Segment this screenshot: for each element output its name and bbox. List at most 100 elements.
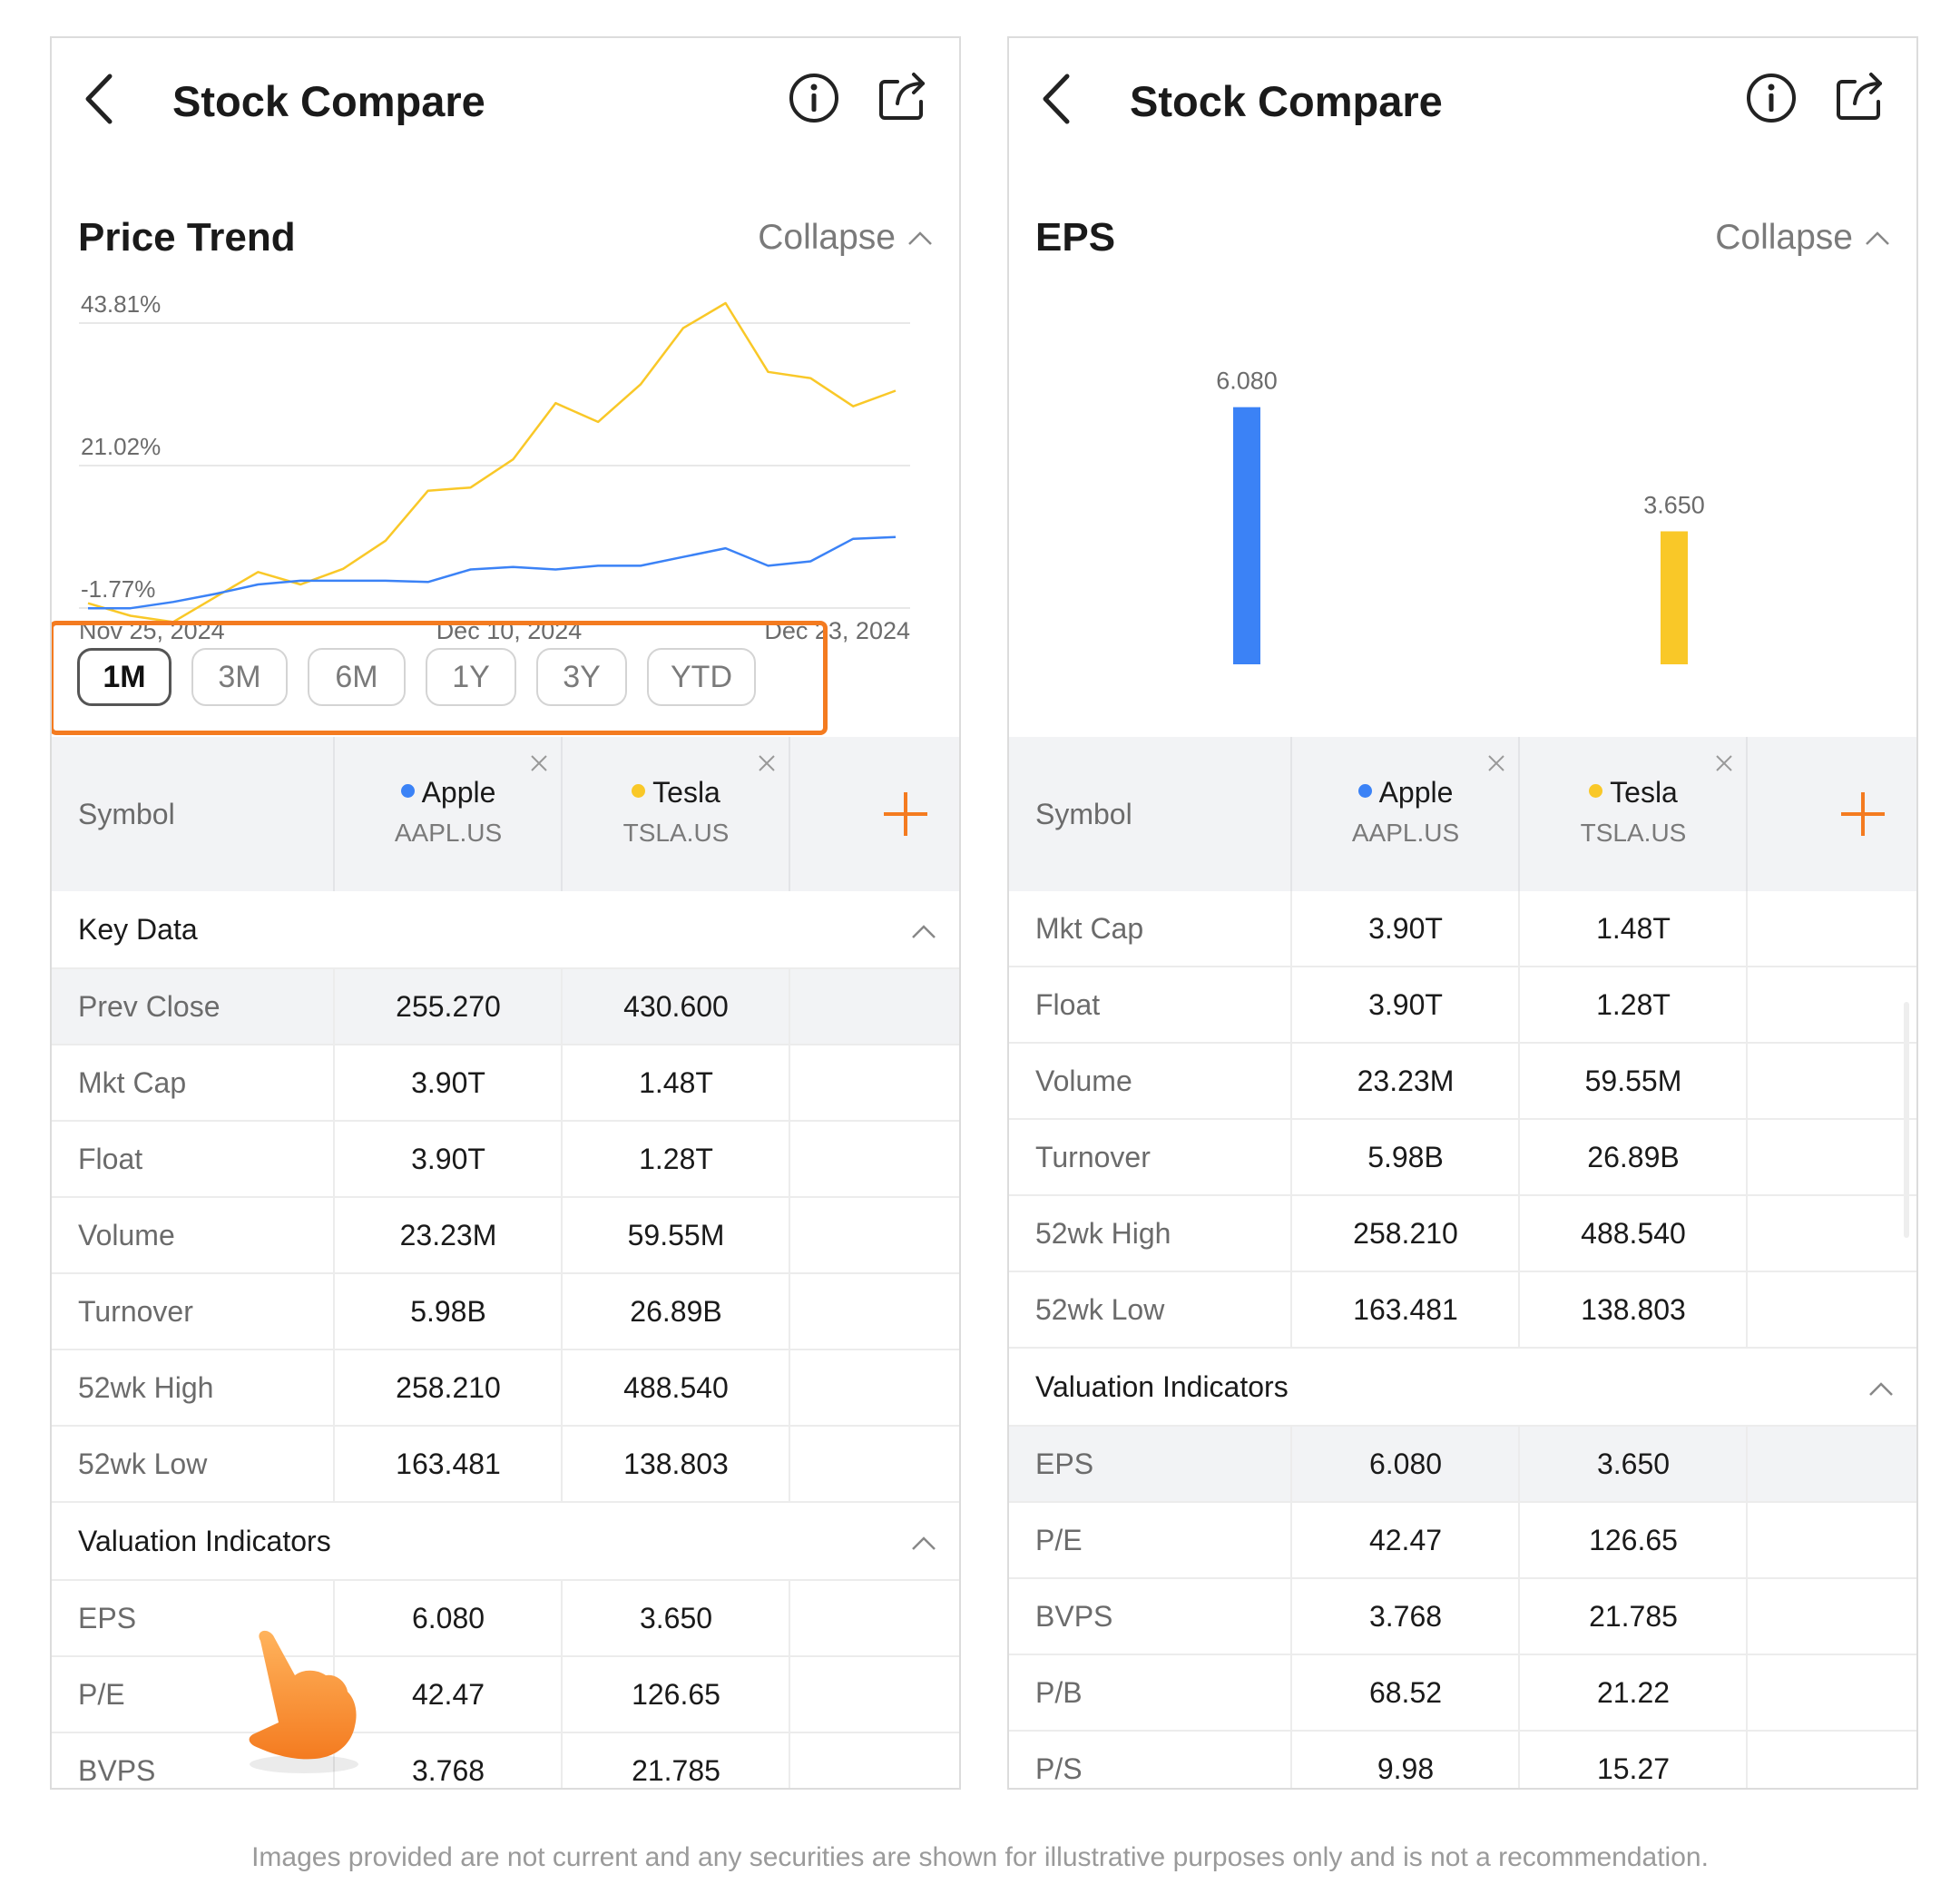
column-divider <box>1290 1427 1292 1503</box>
value-tesla: 26.89B <box>630 1295 722 1328</box>
column-divider <box>333 1733 335 1788</box>
table-row[interactable]: Turnover 5.98B 26.89B <box>52 1274 959 1350</box>
group-valuation[interactable]: Valuation Indicators <box>1009 1349 1916 1427</box>
range-selector-highlight <box>52 621 828 735</box>
table-row[interactable]: P/E 42.47 126.65 <box>52 1657 959 1733</box>
chevron-up-icon <box>1869 1382 1893 1396</box>
value-tesla: 126.65 <box>1589 1524 1678 1556</box>
value-tesla: 21.22 <box>1596 1676 1671 1709</box>
share-icon[interactable] <box>1833 69 1887 123</box>
table-row[interactable]: P/S 9.98 15.27 <box>1009 1732 1916 1788</box>
remove-stock-icon[interactable] <box>1714 753 1734 773</box>
value-tesla: 1.48T <box>1596 912 1671 945</box>
value-tesla: 1.28T <box>1596 988 1671 1021</box>
collapse-button[interactable]: Collapse <box>1715 212 1891 263</box>
add-stock-icon[interactable] <box>1838 790 1887 839</box>
table-row[interactable]: P/E 42.47 126.65 <box>1009 1503 1916 1579</box>
value-apple: 3.768 <box>411 1754 485 1787</box>
table-row[interactable]: EPS 6.080 3.650 <box>52 1581 959 1657</box>
row-label: P/E <box>78 1678 125 1711</box>
row-label: 52wk High <box>78 1371 214 1404</box>
column-divider <box>789 1657 790 1733</box>
row-label: 52wk High <box>1035 1217 1171 1250</box>
group-valuation[interactable]: Valuation Indicators <box>52 1503 959 1581</box>
apple-color-dot <box>1357 784 1372 799</box>
stock-code: AAPL.US <box>1351 819 1460 847</box>
value-apple: 3.90T <box>411 1066 485 1099</box>
value-tesla: 488.540 <box>1581 1217 1686 1250</box>
page-title: Stock Compare <box>1130 77 1443 125</box>
column-divider <box>333 737 335 891</box>
table-row[interactable]: BVPS 3.768 21.785 <box>52 1733 959 1788</box>
group-key-data[interactable]: Key Data <box>52 891 959 969</box>
column-divider <box>561 1274 563 1350</box>
value-apple: 42.47 <box>411 1678 485 1711</box>
table-row[interactable]: 52wk Low 163.481 138.803 <box>52 1427 959 1503</box>
value-apple: 3.90T <box>1368 988 1443 1021</box>
column-divider <box>333 969 335 1045</box>
table-row[interactable]: BVPS 3.768 21.785 <box>1009 1579 1916 1655</box>
column-divider <box>789 1122 790 1198</box>
symbol-label: Symbol <box>78 798 175 830</box>
column-divider <box>561 1427 563 1503</box>
range-button-ytd[interactable]: YTD <box>647 648 756 706</box>
column-divider <box>333 1350 335 1427</box>
back-arrow-icon[interactable] <box>1034 69 1080 129</box>
table-row[interactable]: P/B 68.52 21.22 <box>1009 1655 1916 1732</box>
stock-column-apple[interactable]: Apple AAPL.US <box>335 737 562 891</box>
scrollbar[interactable] <box>1904 1002 1909 1238</box>
table-row[interactable]: Float 3.90T 1.28T <box>52 1122 959 1198</box>
value-apple: 3.90T <box>411 1143 485 1175</box>
column-divider <box>1518 1196 1520 1272</box>
column-divider <box>1518 1503 1520 1579</box>
range-button-1y[interactable]: 1Y <box>426 648 516 706</box>
column-divider <box>1746 1044 1748 1120</box>
bar-tesla[interactable] <box>1661 531 1688 718</box>
stock-column-tesla[interactable]: Tesla TSLA.US <box>563 737 789 891</box>
column-divider <box>1518 967 1520 1044</box>
table-row[interactable]: EPS 6.080 3.650 <box>1009 1427 1916 1503</box>
table-row[interactable]: Volume 23.23M 59.55M <box>52 1198 959 1274</box>
price-trend-chart: 43.81% 21.02% -1.77% Nov 25, 2024 Dec 10, 20… <box>52 247 959 664</box>
column-divider <box>1518 1044 1520 1120</box>
column-divider <box>1518 1427 1520 1503</box>
symbol-label: Symbol <box>1035 798 1132 830</box>
table-row[interactable]: Prev Close 255.270 430.600 <box>52 969 959 1045</box>
range-button-6m[interactable]: 6M <box>308 648 406 706</box>
stock-column-apple[interactable]: Apple AAPL.US <box>1292 737 1519 891</box>
table-row[interactable]: Turnover 5.98B 26.89B <box>1009 1120 1916 1196</box>
column-divider <box>561 1198 563 1274</box>
stock-column-tesla[interactable]: Tesla TSLA.US <box>1520 737 1747 891</box>
table-row[interactable]: 52wk High 258.210 488.540 <box>52 1350 959 1427</box>
table-row[interactable]: Mkt Cap 3.90T 1.48T <box>1009 891 1916 967</box>
bar-apple[interactable] <box>1233 407 1260 718</box>
row-label: Float <box>1035 988 1101 1021</box>
symbol-header: Symbol Apple AAPL.US Tesla TSLA.US <box>52 737 959 891</box>
row-label: BVPS <box>1035 1600 1113 1633</box>
key-data-rows: Prev Close 255.270 430.600 Mkt Cap 3.90T 1.48… <box>52 969 959 1503</box>
share-icon[interactable] <box>876 69 930 123</box>
remove-stock-icon[interactable] <box>757 753 777 773</box>
remove-stock-icon[interactable] <box>529 753 549 773</box>
collapse-button[interactable]: Collapse <box>758 212 934 263</box>
value-apple: 3.768 <box>1368 1600 1443 1633</box>
range-button-3y[interactable]: 3Y <box>536 648 627 706</box>
row-label: EPS <box>1035 1448 1094 1480</box>
column-divider <box>333 1274 335 1350</box>
value-apple: 68.52 <box>1368 1676 1443 1709</box>
info-icon[interactable] <box>787 71 841 125</box>
table-row[interactable]: Mkt Cap 3.90T 1.48T <box>52 1045 959 1122</box>
table-row[interactable]: Float 3.90T 1.28T <box>1009 967 1916 1044</box>
column-divider <box>789 1733 790 1788</box>
add-stock-icon[interactable] <box>881 790 930 839</box>
stock-name: Apple <box>1378 776 1454 809</box>
column-divider <box>561 1122 563 1198</box>
table-row[interactable]: 52wk High 258.210 488.540 <box>1009 1196 1916 1272</box>
back-arrow-icon[interactable] <box>77 69 122 129</box>
table-row[interactable]: 52wk Low 163.481 138.803 <box>1009 1272 1916 1349</box>
info-icon[interactable] <box>1744 71 1798 125</box>
range-button-1m[interactable]: 1M <box>77 648 172 706</box>
remove-stock-icon[interactable] <box>1486 753 1506 773</box>
range-button-3m[interactable]: 3M <box>191 648 288 706</box>
table-row[interactable]: Volume 23.23M 59.55M <box>1009 1044 1916 1120</box>
